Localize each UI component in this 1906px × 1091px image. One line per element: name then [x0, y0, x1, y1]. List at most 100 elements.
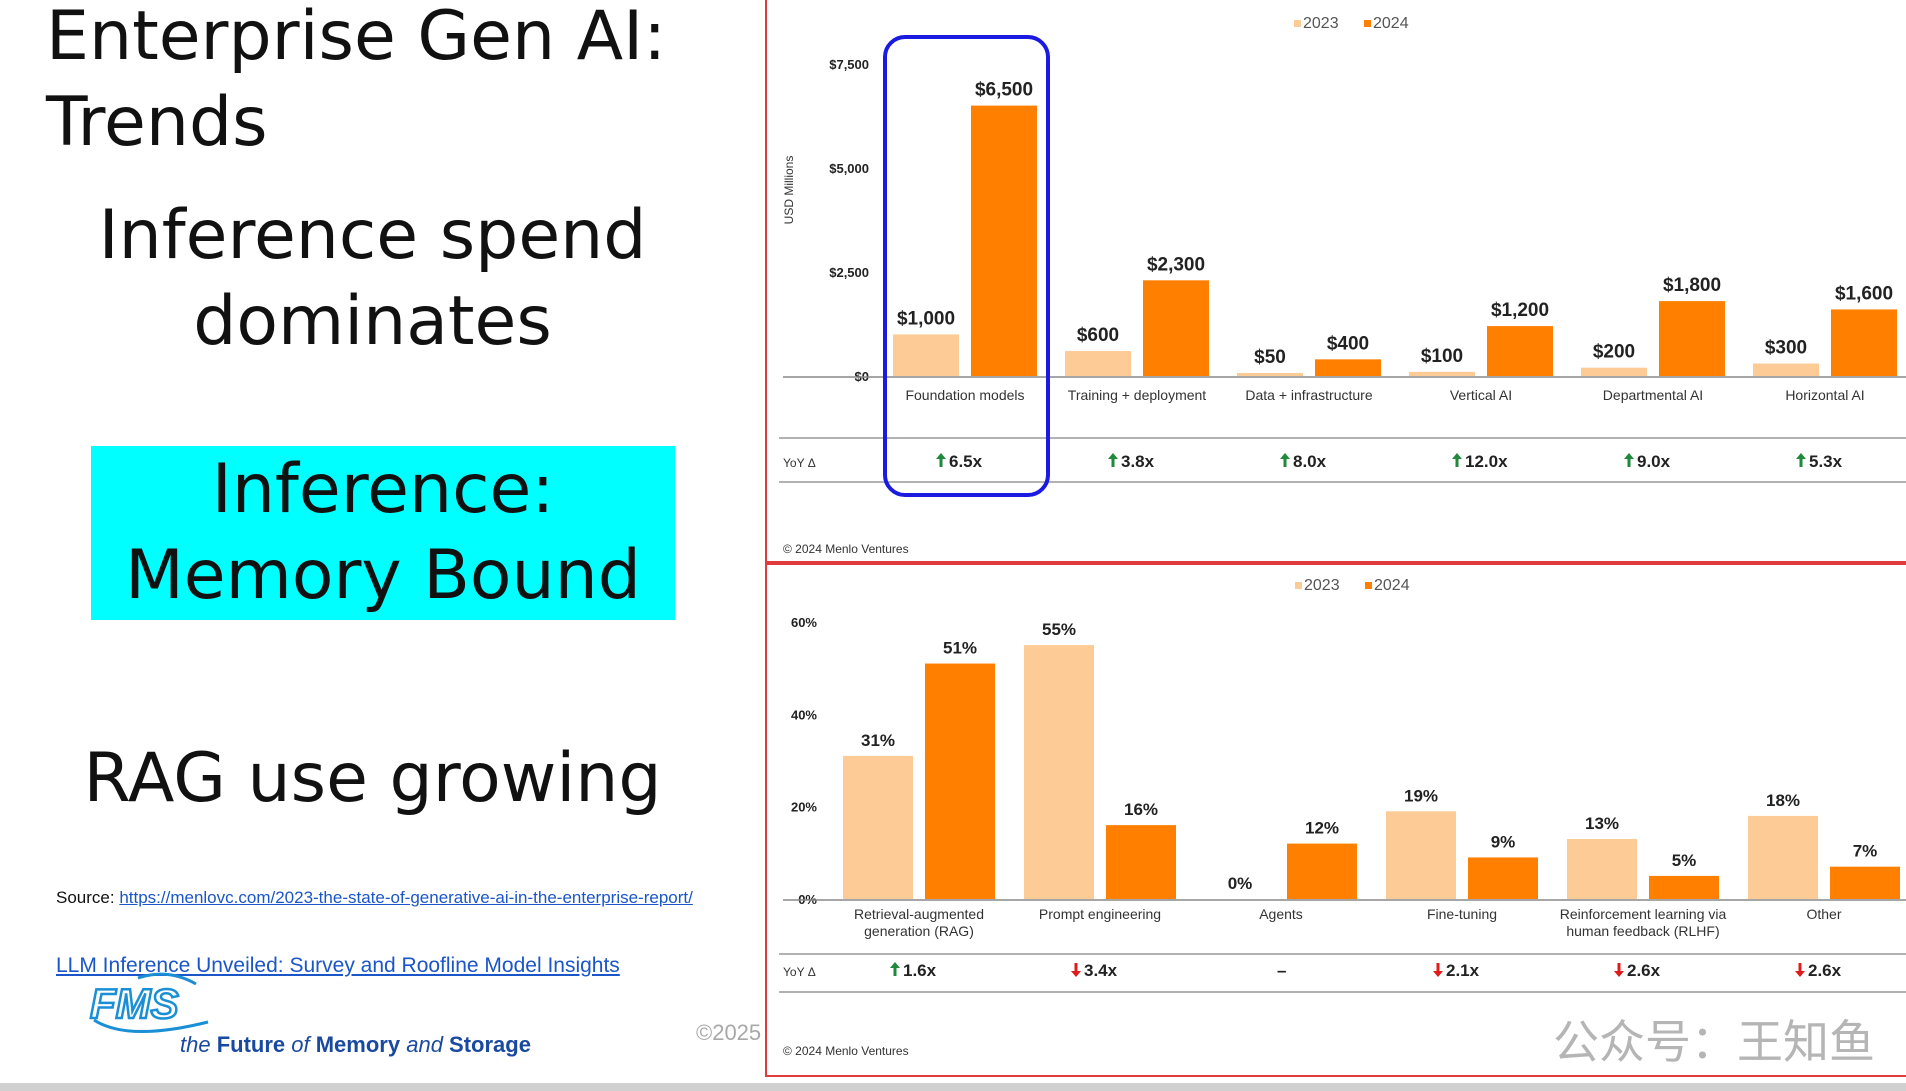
bar-value-label: $100: [1421, 346, 1463, 367]
paper-link[interactable]: LLM Inference Unveiled: Survey and Roofl…: [56, 954, 620, 977]
foundation-models-highlight: [883, 35, 1050, 497]
bar-value-label: $200: [1593, 342, 1635, 363]
bar-value-label: 19%: [1404, 786, 1438, 805]
yoy-value: 3.8x: [1121, 452, 1155, 471]
chart-credit: © 2024 Menlo Ventures: [783, 1044, 909, 1058]
category-label: Departmental AI: [1603, 387, 1703, 403]
yoy-value: 5.3x: [1809, 452, 1843, 471]
bar-value-label: 51%: [943, 639, 977, 658]
legend-swatch-2023: [1295, 582, 1302, 589]
legend-swatch-2024: [1365, 582, 1372, 589]
bar-value-label: 12%: [1305, 819, 1339, 838]
fms-tagline: the Future of Memory and Storage: [180, 1032, 531, 1058]
bar-value-label: 9%: [1491, 832, 1516, 851]
bar-2023: [1409, 371, 1475, 376]
headline-inference-spend: Inference spend dominates: [98, 196, 647, 361]
source-citation: Source: https://menlovc.com/2023-the-sta…: [56, 887, 696, 909]
legend-label-2023: 2023: [1303, 15, 1339, 32]
bar-value-label: $50: [1254, 347, 1286, 368]
bar-value-label: 0%: [1228, 874, 1253, 893]
tagline-storage: Storage: [449, 1032, 531, 1057]
bar-2024: [1649, 875, 1719, 899]
yoy-value: 2.1x: [1446, 961, 1480, 980]
bar-2023: [1753, 363, 1819, 376]
watermark: 公众号：王知鱼: [1553, 1015, 1875, 1069]
bar-value-label: $300: [1765, 338, 1807, 359]
category-label: Retrieval-augmented: [854, 906, 984, 922]
category-label: Horizontal AI: [1785, 387, 1864, 403]
bar-2024: [1143, 280, 1209, 376]
bar-value-label: $1,200: [1491, 300, 1549, 321]
fms-logo-swoosh-bottom: [93, 1018, 209, 1034]
bar-value-label: 5%: [1672, 851, 1697, 870]
bar-2024: [1487, 326, 1553, 376]
category-label: Fine-tuning: [1427, 906, 1497, 922]
tagline-and: and: [406, 1032, 450, 1057]
legend-swatch-2024: [1364, 20, 1371, 27]
copyright-mark: ©2025: [696, 1020, 762, 1045]
chart-credit: © 2024 Menlo Ventures: [783, 542, 909, 556]
fms-logo-letters: FMS: [90, 980, 179, 1027]
arrow-up-icon: [1280, 453, 1290, 467]
y-tick-label: $7,500: [829, 57, 869, 72]
bar-2023: [893, 334, 959, 376]
yoy-value: 12.0x: [1465, 452, 1508, 471]
arrow-up-icon: [1108, 453, 1118, 467]
bar-value-label: $600: [1077, 325, 1119, 346]
y-tick-label: 40%: [791, 707, 817, 722]
bar-2024: [1287, 843, 1357, 899]
category-label: human feedback (RLHF): [1566, 923, 1719, 939]
technique-chart: 2023 2024 0% 20% 40% 60% 31% 51% Retrieval-augme…: [779, 577, 1906, 1058]
y-tick-label: $5,000: [829, 161, 869, 176]
category-label: Data + infrastructure: [1245, 387, 1372, 403]
bar-value-label: 7%: [1853, 842, 1878, 861]
bar-value-label: $1,800: [1663, 275, 1721, 296]
bar-value-label: $1,000: [897, 308, 955, 329]
bar-2023: [1024, 645, 1094, 899]
yoy-value: –: [1277, 961, 1286, 980]
y-tick-label: 60%: [791, 615, 817, 630]
arrow-up-icon: [1452, 453, 1462, 467]
tagline-the: the: [180, 1032, 217, 1057]
yoy-value: 3.4x: [1084, 961, 1118, 980]
bar-2024: [1106, 825, 1176, 899]
arrow-down-icon: [1795, 963, 1805, 977]
technique-chart-panel: 2023 2024 0% 20% 40% 60% 31% 51% Retrieval-augme…: [765, 563, 1906, 1077]
category-label: Foundation models: [905, 387, 1024, 403]
inference-memory-bound-callout: Inference: Memory Bound: [91, 446, 675, 620]
legend-swatch-2023: [1294, 20, 1301, 27]
bar-value-label: $6,500: [975, 80, 1033, 101]
headline-rag-growing: RAG use growing: [83, 739, 662, 818]
arrow-up-icon: [1796, 453, 1806, 467]
bar-value-label: $1,600: [1835, 283, 1893, 304]
bar-value-label: $400: [1327, 333, 1369, 354]
spend-chart-panel: 2023 2024 $0 $2,500 $5,000 $7,500 USD Millions…: [765, 0, 1906, 563]
tagline-of: of: [291, 1032, 316, 1057]
category-label: Other: [1806, 906, 1841, 922]
yoy-value: 6.5x: [949, 452, 983, 471]
bar-value-label: $2,300: [1147, 254, 1205, 275]
source-link[interactable]: https://menlovc.com/2023-the-state-of-ge…: [119, 888, 693, 907]
yoy-row-label: YoY Δ: [783, 456, 816, 470]
bar-2023: [1065, 351, 1131, 376]
arrow-up-icon: [936, 453, 946, 467]
legend-label-2023: 2023: [1304, 577, 1340, 594]
legend-label-2024: 2024: [1374, 577, 1410, 594]
arrow-up-icon: [1624, 453, 1634, 467]
bar-2024: [925, 663, 995, 899]
category-label: Reinforcement learning via: [1560, 906, 1727, 922]
bar-2024: [971, 105, 1037, 376]
yoy-value: 1.6x: [903, 961, 937, 980]
legend-label-2024: 2024: [1373, 15, 1409, 32]
y-axis-title: USD Millions: [782, 156, 796, 225]
y-tick-label: 20%: [791, 800, 817, 815]
bottom-strip: [0, 1083, 1906, 1091]
bar-2024: [1468, 857, 1538, 899]
arrow-down-icon: [1433, 963, 1443, 977]
bar-value-label: 18%: [1766, 791, 1800, 810]
bar-value-label: 31%: [861, 731, 895, 750]
arrow-down-icon: [1614, 963, 1624, 977]
category-label: Agents: [1259, 906, 1303, 922]
bar-2023: [1237, 373, 1303, 376]
bar-2023: [843, 755, 913, 899]
